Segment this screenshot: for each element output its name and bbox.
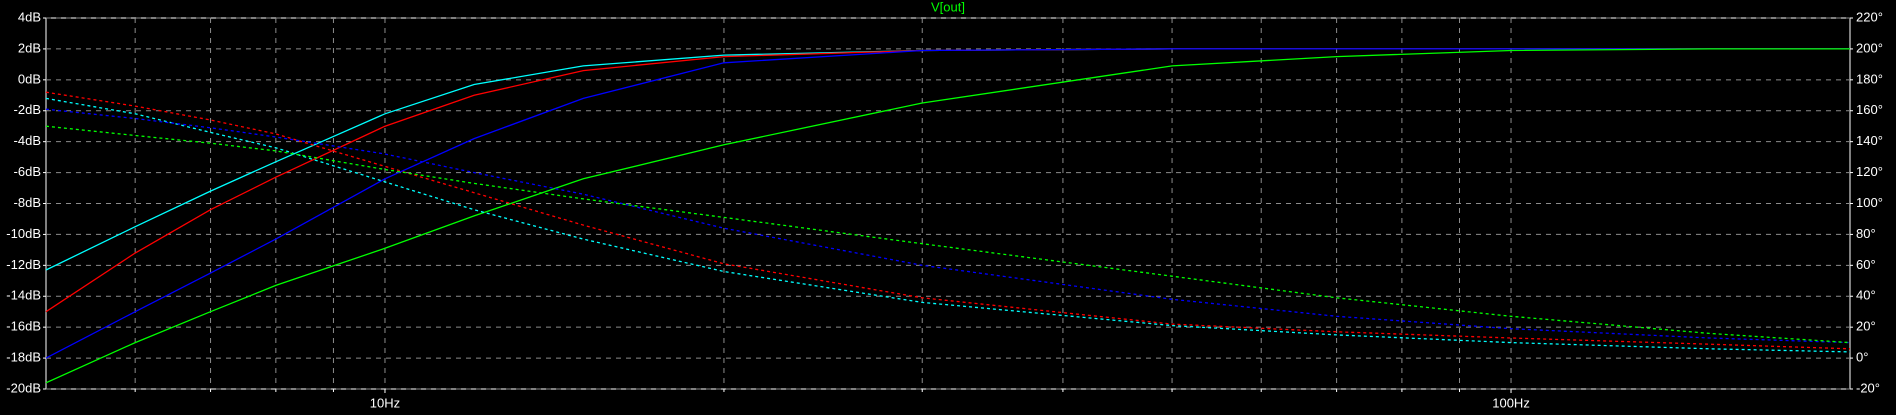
phase-line	[45, 108, 1851, 344]
chart-title: V[out]	[931, 0, 965, 14]
y-tick-label: -10dB	[6, 226, 41, 241]
y2-tick-label: 220°	[1856, 9, 1883, 24]
y2-tick-label: 20°	[1856, 319, 1876, 334]
x-tick-label: 100Hz	[1492, 395, 1530, 410]
x-tick-label: 10Hz	[370, 395, 400, 410]
y2-tick-label: 180°	[1856, 71, 1883, 86]
y2-tick-label: 40°	[1856, 288, 1876, 303]
y-tick-label: -12dB	[6, 257, 41, 272]
y2-tick-label: 0°	[1856, 350, 1868, 365]
phase-line	[45, 125, 1851, 344]
y-tick-label: -14dB	[6, 288, 41, 303]
y-tick-label: -20dB	[6, 380, 41, 395]
y-tick-label: -8dB	[14, 195, 41, 210]
y2-tick-label: 200°	[1856, 40, 1883, 55]
y-tick-label: 2dB	[18, 40, 41, 55]
y2-tick-label: -20°	[1856, 380, 1880, 395]
magnitude-line	[45, 48, 1850, 359]
y2-tick-label: 140°	[1856, 133, 1883, 148]
y-tick-label: -18dB	[6, 350, 41, 365]
y-tick-label: 0dB	[18, 71, 41, 86]
magnitude-line	[45, 48, 1850, 384]
y-tick-label: 4dB	[18, 9, 41, 24]
y-tick-label: -2dB	[14, 102, 41, 117]
y-tick-label: -4dB	[14, 133, 41, 148]
y2-tick-label: 160°	[1856, 102, 1883, 117]
y2-tick-label: 60°	[1856, 257, 1876, 272]
y-tick-label: -16dB	[6, 319, 41, 334]
y-tick-label: -6dB	[14, 164, 41, 179]
y2-tick-label: 80°	[1856, 226, 1876, 241]
y2-tick-label: 120°	[1856, 164, 1883, 179]
y2-tick-label: 100°	[1856, 195, 1883, 210]
